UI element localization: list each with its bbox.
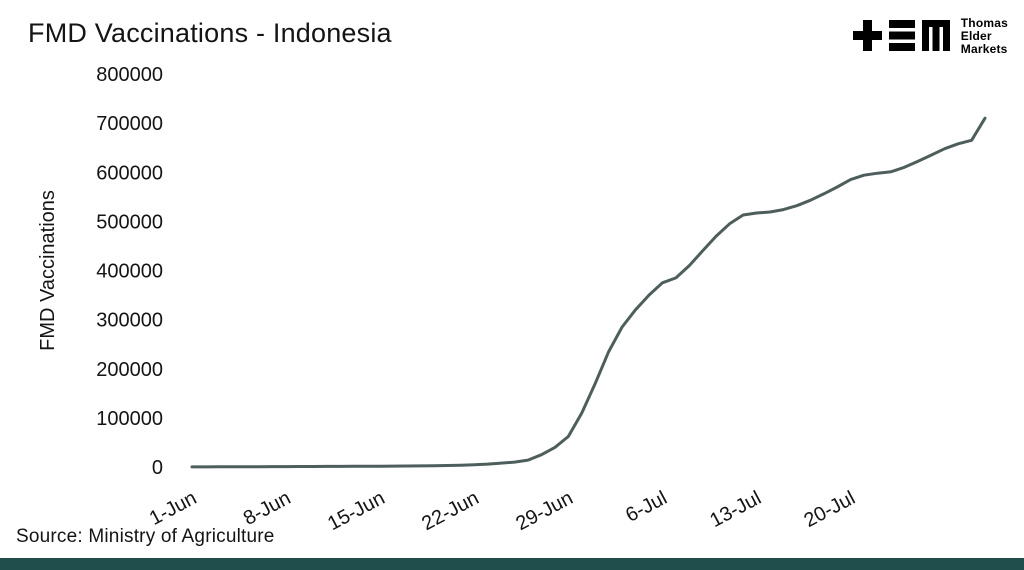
logo-text-line2: Elder bbox=[960, 28, 992, 43]
x-tick-label: 29-Jun bbox=[512, 487, 576, 535]
y-tick-label: 400000 bbox=[96, 261, 163, 283]
tem-logo: Thomas Elder Markets bbox=[852, 16, 1008, 56]
tem-logo-text: Thomas Elder Markets bbox=[960, 15, 1008, 56]
y-tick-label: 100000 bbox=[96, 408, 163, 430]
x-tick-label: 13-Jul bbox=[706, 487, 764, 532]
x-tick-label: 22-Jun bbox=[418, 487, 482, 535]
x-tick-label: 20-Jul bbox=[801, 487, 859, 532]
y-tick-label: 0 bbox=[152, 457, 163, 479]
y-tick-label: 300000 bbox=[96, 310, 163, 332]
x-tick-label: 1-Jun bbox=[146, 487, 201, 530]
tem-logo-icon bbox=[852, 20, 950, 51]
y-tick-label: 600000 bbox=[96, 162, 163, 184]
x-tick-label: 6-Jul bbox=[622, 487, 671, 527]
logo-text-line1: Thomas bbox=[960, 15, 1008, 30]
y-tick-label: 700000 bbox=[96, 113, 163, 135]
chart-title: FMD Vaccinations - Indonesia bbox=[28, 18, 392, 48]
y-tick-label: 200000 bbox=[96, 359, 163, 381]
vaccinations-line-series bbox=[190, 116, 987, 469]
x-tick-label: 15-Jun bbox=[324, 487, 388, 535]
x-tick-label: 8-Jun bbox=[240, 487, 295, 530]
y-axis-label: FMD Vaccinations bbox=[37, 190, 59, 351]
source-note: Source: Ministry of Agriculture bbox=[16, 526, 275, 547]
y-tick-label: 800000 bbox=[96, 64, 163, 86]
logo-text-line3: Markets bbox=[960, 41, 1008, 56]
y-tick-label: 500000 bbox=[96, 211, 163, 233]
footer-accent-bar bbox=[0, 558, 1024, 570]
